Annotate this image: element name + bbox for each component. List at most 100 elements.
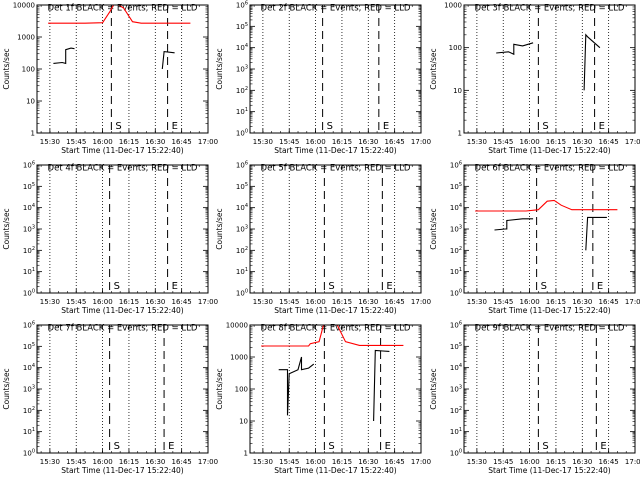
y-axis-label: Counts/sec xyxy=(215,368,224,409)
x-tick-label: 16:00 xyxy=(92,458,112,466)
y-tick-label: 101 xyxy=(450,267,462,276)
panel-title: Det 9f BLACK = Events, RED = LLD xyxy=(475,324,625,334)
x-tick-label: 17:00 xyxy=(625,298,640,306)
lld-series-line xyxy=(261,325,404,347)
y-tick-label: 102 xyxy=(23,246,35,255)
x-tick-label: 16:45 xyxy=(172,458,192,466)
lld-series-line xyxy=(48,5,191,24)
y-tick-label: 103 xyxy=(450,385,462,394)
x-tick-label: 15:45 xyxy=(66,458,86,466)
plot-frame xyxy=(36,4,209,134)
y-tick-label: 102 xyxy=(236,246,248,255)
y-tick-label: 100 xyxy=(23,289,35,298)
x-tick-label: 15:45 xyxy=(279,138,299,146)
x-tick-label: 16:30 xyxy=(358,298,378,306)
panel-1: Det 1f BLACK = Events, RED = LLD S E 1 10 100… xyxy=(2,2,218,156)
y-axis-label: Counts/sec xyxy=(429,368,438,409)
marker-label-e: E xyxy=(168,441,174,452)
y-tick-label: 10 xyxy=(26,98,35,106)
x-axis-label: Start Time (11-Dec-17 15:22:40) xyxy=(61,146,183,155)
x-tick-label: 17:00 xyxy=(198,298,218,306)
panel-title: Det 4f BLACK = Events, RED = LLD xyxy=(48,164,198,174)
marker-label-e: E xyxy=(385,441,391,452)
x-tick-label: 15:45 xyxy=(493,298,513,306)
marker-label-e: E xyxy=(386,281,392,292)
y-tick-label: 104 xyxy=(236,43,248,52)
x-tick-label: 16:45 xyxy=(599,458,619,466)
marker-label-s: S xyxy=(328,441,334,452)
y-tick-label: 106 xyxy=(450,321,462,330)
y-tick-label: 105 xyxy=(23,182,35,191)
x-tick-label: 15:45 xyxy=(279,458,299,466)
x-tick-label: 17:00 xyxy=(625,458,640,466)
panel-7: Det 7f BLACK = Events, RED = LLD S E 100 101… xyxy=(2,321,218,476)
x-tick-label: 16:30 xyxy=(572,138,592,146)
y-tick-label: 106 xyxy=(236,1,248,10)
plot-frame xyxy=(249,4,422,134)
y-tick-label: 101 xyxy=(236,107,248,116)
lld-series-line xyxy=(475,199,618,212)
marker-label-e: E xyxy=(599,121,605,132)
x-tick-label: 15:30 xyxy=(467,458,487,466)
x-tick-label: 16:00 xyxy=(519,298,539,306)
x-tick-label: 16:15 xyxy=(119,298,139,306)
x-tick-label: 16:30 xyxy=(358,138,378,146)
events-series-line xyxy=(53,47,175,70)
y-tick-label: 10000 xyxy=(13,2,35,10)
y-tick-label: 105 xyxy=(450,182,462,191)
y-tick-label: 102 xyxy=(236,86,248,95)
y-tick-label: 106 xyxy=(23,321,35,330)
x-tick-label: 15:30 xyxy=(253,298,273,306)
y-tick-label: 100 xyxy=(449,44,462,52)
x-tick-label: 15:30 xyxy=(40,458,60,466)
x-tick-label: 16:15 xyxy=(546,298,566,306)
panel-title: Det 6f BLACK = Events, RED = LLD xyxy=(475,164,625,174)
plot-frame xyxy=(249,164,422,294)
x-tick-label: 16:45 xyxy=(385,458,405,466)
x-axis-label: Start Time (11-Dec-17 15:22:40) xyxy=(61,466,183,475)
marker-label-e: E xyxy=(600,441,606,452)
y-tick-label: 1 xyxy=(244,450,248,458)
panel-3: Det 3f BLACK = Events, RED = LLD S E 1 10 100… xyxy=(429,2,640,156)
y-tick-label: 100 xyxy=(236,289,248,298)
y-axis-label: Counts/sec xyxy=(429,208,438,249)
x-tick-label: 16:30 xyxy=(145,458,165,466)
x-tick-label: 16:15 xyxy=(119,138,139,146)
y-axis-label: Counts/sec xyxy=(215,208,224,249)
x-tick-label: 16:00 xyxy=(92,298,112,306)
marker-label-s: S xyxy=(114,281,120,292)
x-axis-label: Start Time (11-Dec-17 15:22:40) xyxy=(274,306,396,315)
panel-6: Det 6f BLACK = Events, RED = LLD S E 100 101… xyxy=(429,161,640,316)
x-tick-label: 16:00 xyxy=(92,138,112,146)
panel-5: Det 5f BLACK = Events, RED = LLD S E 100 101… xyxy=(215,161,431,316)
y-tick-label: 104 xyxy=(23,203,35,212)
x-tick-label: 16:45 xyxy=(172,298,192,306)
marker-label-s: S xyxy=(541,281,547,292)
marker-label-s: S xyxy=(542,441,548,452)
y-tick-label: 102 xyxy=(450,406,462,415)
y-tick-label: 104 xyxy=(450,203,462,212)
panel-title: Det 8f BLACK = Events, RED = LLD xyxy=(261,324,411,334)
x-tick-label: 16:15 xyxy=(332,138,352,146)
panel-2: Det 2f BLACK = Events, RED = LLD S E 100 101… xyxy=(215,1,431,156)
panel-title: Det 1f BLACK = Events, RED = LLD xyxy=(48,4,198,14)
y-axis-label: Counts/sec xyxy=(215,48,224,89)
y-tick-label: 106 xyxy=(236,161,248,170)
y-tick-label: 106 xyxy=(23,161,35,170)
y-tick-label: 100 xyxy=(22,66,35,74)
marker-label-s: S xyxy=(327,121,333,132)
y-tick-label: 101 xyxy=(23,427,35,436)
x-tick-label: 15:30 xyxy=(253,458,273,466)
events-series-line xyxy=(494,216,607,251)
y-tick-label: 100 xyxy=(23,449,35,458)
x-tick-label: 15:30 xyxy=(40,298,60,306)
marker-label-e: E xyxy=(597,281,603,292)
y-tick-label: 1000 xyxy=(444,2,462,10)
y-tick-label: 102 xyxy=(450,246,462,255)
x-tick-label: 15:45 xyxy=(66,298,86,306)
marker-label-e: E xyxy=(172,121,178,132)
x-tick-label: 17:00 xyxy=(198,458,218,466)
y-tick-label: 1 xyxy=(31,130,35,138)
y-tick-label: 103 xyxy=(450,225,462,234)
